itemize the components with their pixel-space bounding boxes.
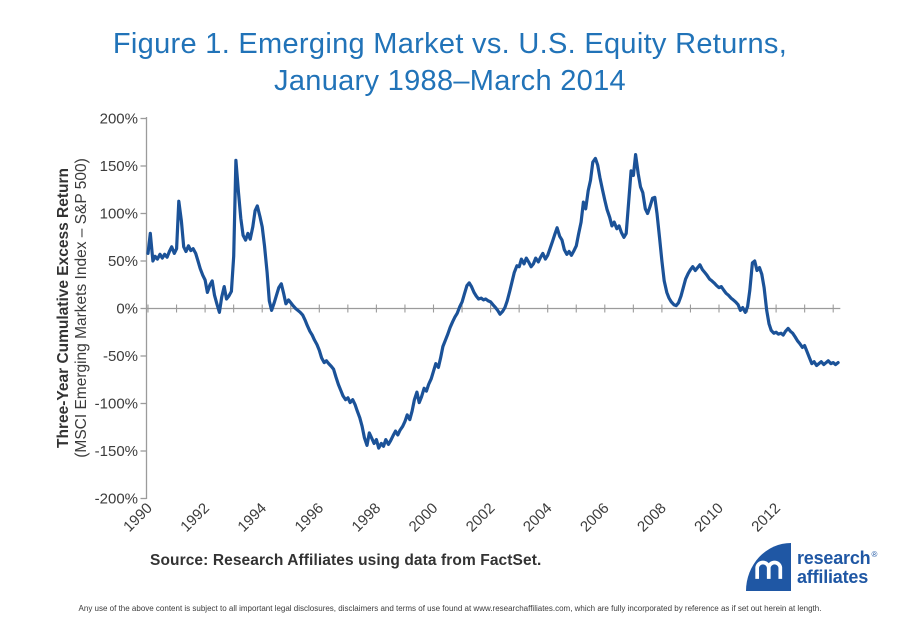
x-tick-label: 2012 bbox=[748, 500, 784, 536]
figure-title-line2: January 1988–March 2014 bbox=[274, 65, 626, 97]
y-axis-title-sub: (MSCI Emerging Markets Index – S&P 500) bbox=[73, 158, 90, 458]
y-tick-label: 100% bbox=[100, 206, 138, 223]
y-tick-label: -200% bbox=[95, 491, 138, 508]
y-tick-label: 150% bbox=[100, 158, 138, 175]
legal-disclaimer: Any use of the above content is subject … bbox=[78, 604, 822, 613]
ra-monogram-icon bbox=[746, 543, 791, 591]
ra-arches-icon bbox=[755, 560, 783, 579]
y-tick-label: 0% bbox=[116, 301, 138, 318]
research-affiliates-logo: research® affiliates bbox=[746, 543, 886, 593]
logo-word-research: research® bbox=[797, 548, 878, 568]
x-tick-label: 2008 bbox=[634, 500, 670, 536]
y-axis-title-main: Three-Year Cumulative Excess Return bbox=[55, 168, 72, 448]
excess-return-series-line bbox=[146, 153, 840, 450]
source-attribution: Source: Research Affiliates using data f… bbox=[150, 552, 542, 569]
logo-wordmark: research® affiliates bbox=[797, 546, 877, 586]
x-tick-label: 2010 bbox=[691, 500, 727, 536]
y-tick-label: 200% bbox=[100, 111, 138, 128]
figure-title: Figure 1. Emerging Market vs. U.S. Equit… bbox=[0, 26, 900, 100]
x-tick-label: 1996 bbox=[292, 500, 328, 536]
y-tick-label: -150% bbox=[95, 443, 138, 460]
x-tick-label: 2000 bbox=[406, 500, 442, 536]
logo-word-affiliates: affiliates bbox=[797, 566, 869, 587]
x-tick-label: 1998 bbox=[349, 500, 385, 536]
y-tick-label: -100% bbox=[95, 396, 138, 413]
figure-title-line1: Figure 1. Emerging Market vs. U.S. Equit… bbox=[112, 28, 788, 60]
x-tick-label: 2006 bbox=[577, 500, 613, 536]
y-tick-label: -50% bbox=[103, 348, 138, 365]
x-tick-label: 2002 bbox=[463, 500, 499, 536]
x-tick-label: 1992 bbox=[177, 500, 213, 536]
x-tick-label: 2004 bbox=[520, 500, 556, 536]
registered-trademark-symbol: ® bbox=[871, 550, 878, 559]
y-tick-label: 50% bbox=[108, 253, 138, 270]
x-tick-label: 1994 bbox=[234, 500, 270, 536]
